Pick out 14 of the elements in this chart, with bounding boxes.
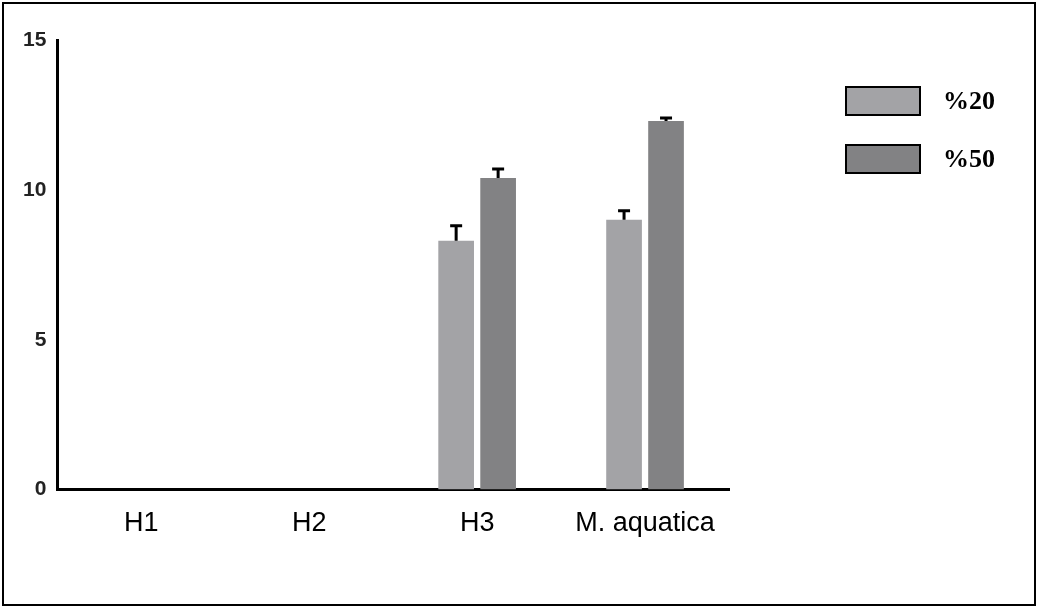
x-tick-label: H3 bbox=[459, 507, 495, 538]
y-tick-label: 15 bbox=[23, 26, 47, 50]
x-tick-label: H1 bbox=[124, 507, 159, 538]
y-tick-label: 5 bbox=[34, 326, 47, 350]
y-tick-label: 10 bbox=[23, 176, 47, 200]
x-tick-label: H2 bbox=[291, 507, 327, 538]
bar bbox=[438, 240, 474, 490]
bar bbox=[648, 120, 684, 490]
bar bbox=[480, 177, 516, 490]
legend-label: %50 bbox=[943, 144, 995, 174]
legend-label: %20 bbox=[943, 86, 995, 116]
y-tick-label: 0 bbox=[34, 476, 47, 500]
bar bbox=[606, 219, 642, 490]
x-tick-label: M. aquatica bbox=[575, 507, 716, 538]
